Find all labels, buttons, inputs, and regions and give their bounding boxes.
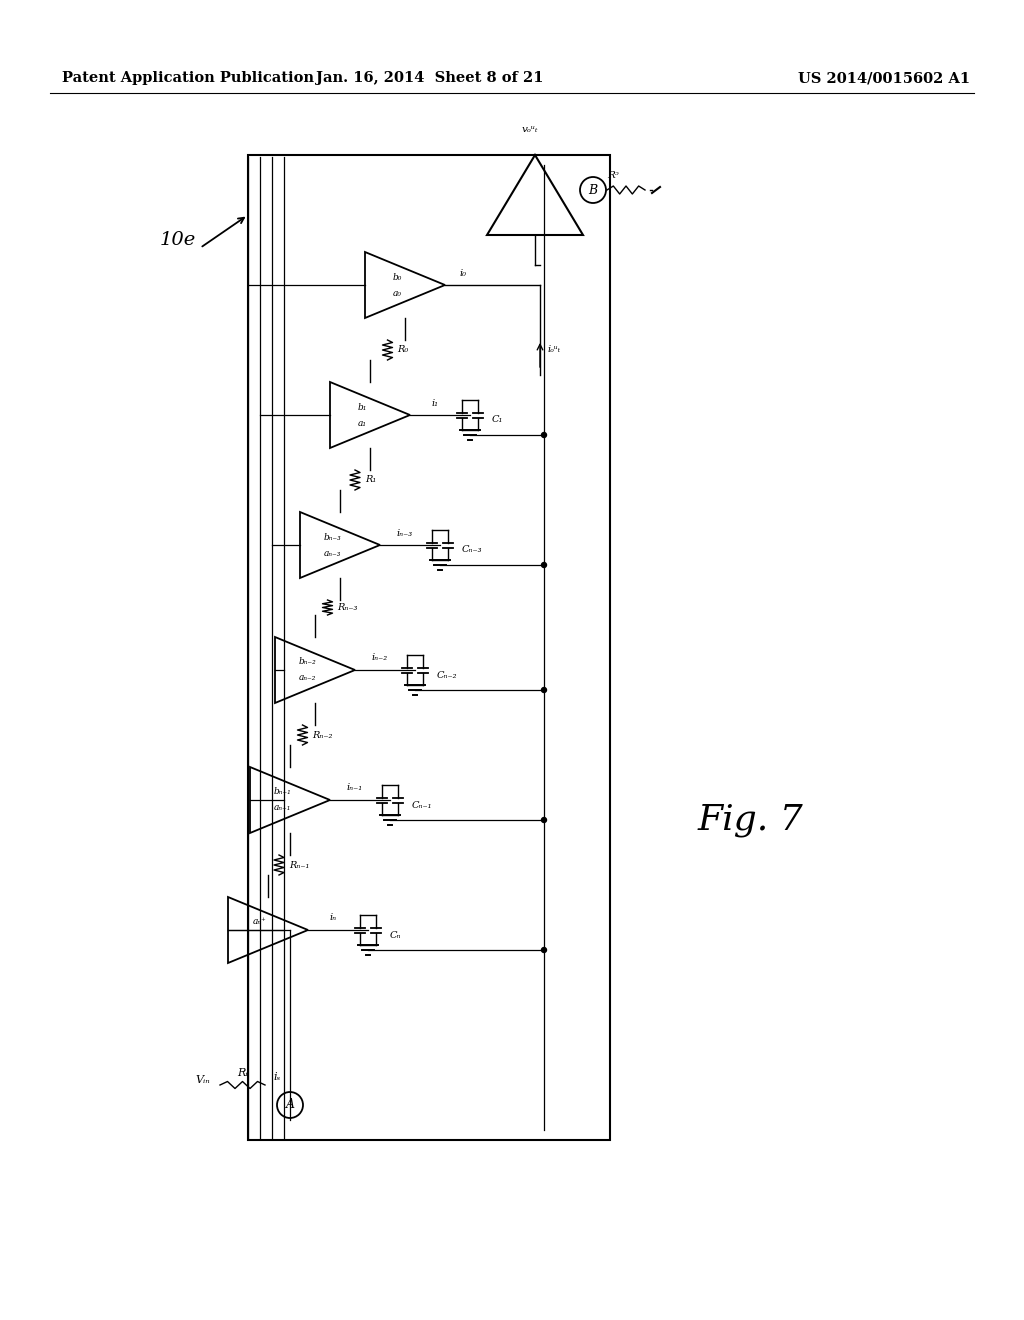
Text: Cₙ₋₁: Cₙ₋₁ xyxy=(412,800,432,809)
Text: Cₙ: Cₙ xyxy=(390,931,401,940)
Text: A: A xyxy=(286,1098,295,1111)
Circle shape xyxy=(542,688,547,693)
Text: aₙ₋₁: aₙ₋₁ xyxy=(273,804,291,813)
Text: R₁: R₁ xyxy=(365,475,376,484)
Text: Cₙ₋₃: Cₙ₋₃ xyxy=(462,545,482,554)
Text: bₙ₋₁: bₙ₋₁ xyxy=(273,788,291,796)
Circle shape xyxy=(542,817,547,822)
Text: Rₙ₋₁: Rₙ₋₁ xyxy=(289,861,309,870)
Text: Vᵢₙ: Vᵢₙ xyxy=(196,1074,210,1085)
Text: 10e: 10e xyxy=(160,231,197,249)
Text: b₀: b₀ xyxy=(392,272,401,281)
Text: a₁: a₁ xyxy=(357,418,367,428)
Text: aₙ⁺: aₙ⁺ xyxy=(253,917,267,927)
Text: Jan. 16, 2014  Sheet 8 of 21: Jan. 16, 2014 Sheet 8 of 21 xyxy=(316,71,544,84)
Text: C₁: C₁ xyxy=(492,416,504,425)
Text: iₙ₋₂: iₙ₋₂ xyxy=(372,653,388,663)
Text: bₙ₋₂: bₙ₋₂ xyxy=(298,657,315,667)
Text: US 2014/0015602 A1: US 2014/0015602 A1 xyxy=(798,71,970,84)
Text: aₙ₋₃: aₙ₋₃ xyxy=(324,549,341,557)
Bar xyxy=(248,154,610,1140)
Circle shape xyxy=(542,948,547,953)
Text: iₙ₋₃: iₙ₋₃ xyxy=(397,528,413,537)
Text: aₙ₋₂: aₙ₋₂ xyxy=(298,673,315,682)
Text: bₙ₋₃: bₙ₋₃ xyxy=(324,532,341,541)
Circle shape xyxy=(542,562,547,568)
Text: Rₙ₋₂: Rₙ₋₂ xyxy=(312,730,333,739)
Circle shape xyxy=(542,433,547,437)
Text: vₒᵘₜ: vₒᵘₜ xyxy=(522,125,539,135)
Text: Rᵢ: Rᵢ xyxy=(237,1068,248,1078)
Text: Fig. 7: Fig. 7 xyxy=(697,803,803,837)
Text: Cₙ₋₂: Cₙ₋₂ xyxy=(437,671,458,680)
Text: B: B xyxy=(589,183,598,197)
Text: iₛ: iₛ xyxy=(273,1072,281,1082)
Text: b₁: b₁ xyxy=(357,403,367,412)
Text: Patent Application Publication: Patent Application Publication xyxy=(62,71,314,84)
Text: i₀: i₀ xyxy=(460,268,467,277)
Text: iₙ₋₁: iₙ₋₁ xyxy=(347,784,364,792)
Text: a₀: a₀ xyxy=(392,289,401,297)
Text: iₒᵘₜ: iₒᵘₜ xyxy=(548,346,561,355)
Text: iₙ: iₙ xyxy=(330,913,337,923)
Text: Rᵓ: Rᵓ xyxy=(607,172,618,181)
Text: i₁: i₁ xyxy=(431,399,438,408)
Text: Rₙ₋₃: Rₙ₋₃ xyxy=(338,603,357,612)
Text: R₀: R₀ xyxy=(397,346,409,355)
